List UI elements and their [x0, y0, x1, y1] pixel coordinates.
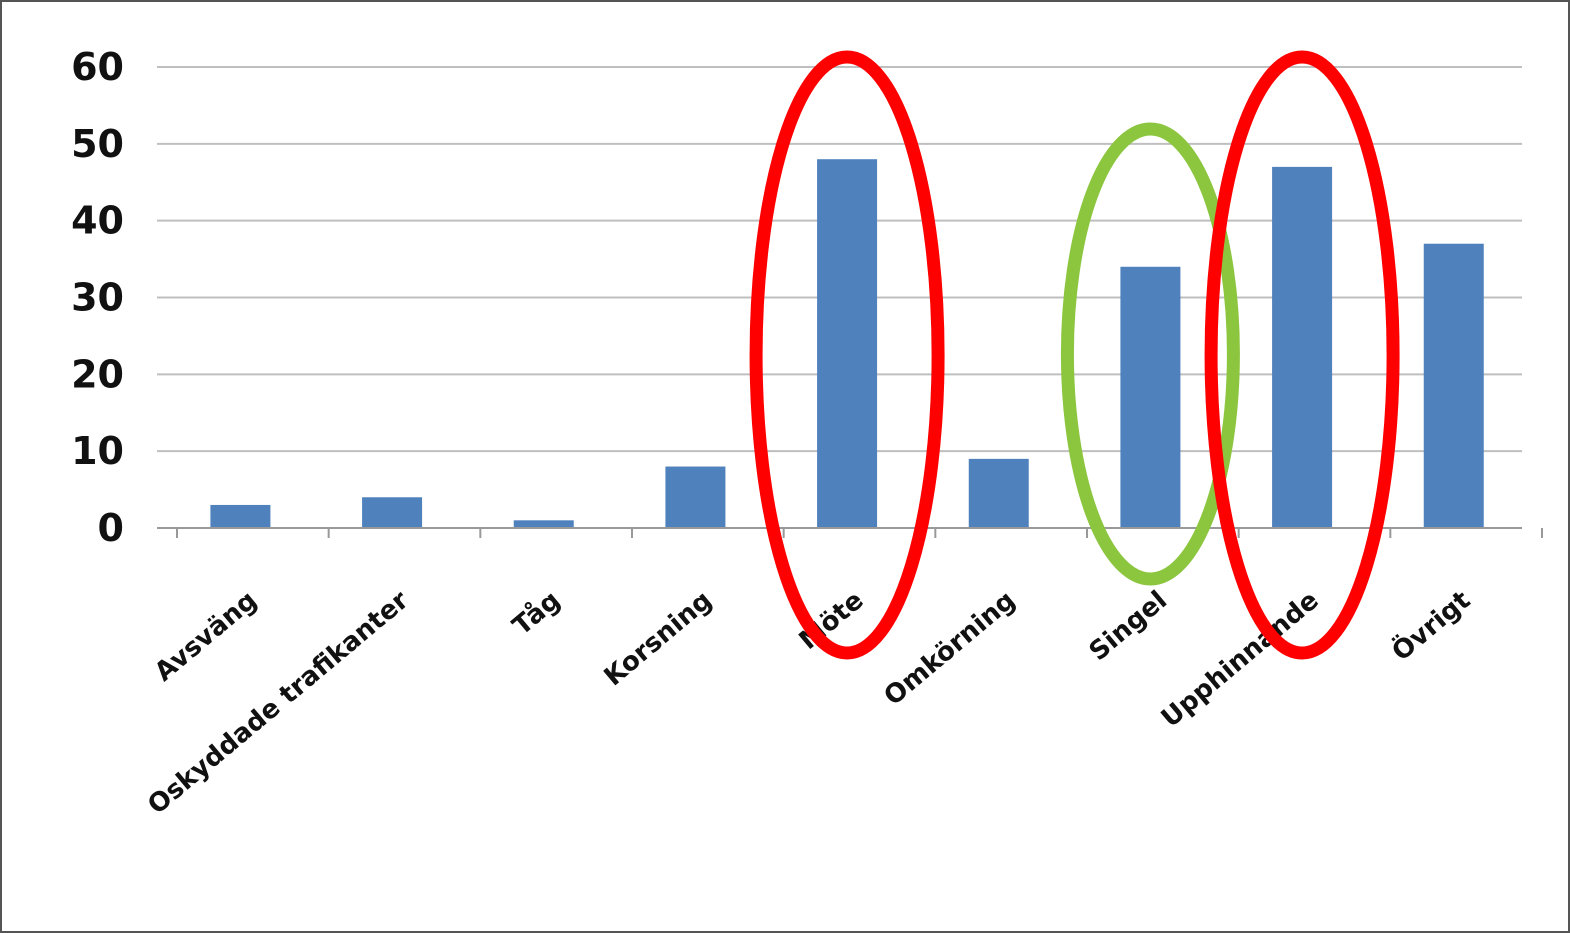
category-label: Övrigt: [1385, 583, 1477, 667]
y-tick-label: 0: [98, 506, 124, 550]
category-label: Avsväng: [149, 585, 263, 687]
category-label: Tåg: [506, 584, 566, 642]
axes: [157, 528, 1542, 538]
bar: [514, 520, 574, 528]
bar: [1424, 244, 1484, 528]
y-tick-label: 30: [71, 276, 124, 320]
y-tick-label: 20: [71, 352, 124, 396]
bar: [1272, 167, 1332, 528]
bar: [817, 159, 877, 528]
bar: [969, 459, 1029, 528]
bar: [362, 497, 422, 528]
y-tick-label: 40: [71, 199, 124, 243]
y-tick-label: 50: [71, 122, 124, 166]
bars: [210, 159, 1483, 528]
category-label: Upphinnande: [1156, 585, 1325, 733]
y-tick-label: 60: [71, 45, 124, 89]
category-label: Singel: [1084, 585, 1173, 667]
category-label: Oskyddade trafikanter: [142, 585, 414, 820]
y-tick-label: 10: [71, 429, 124, 473]
bar: [210, 505, 270, 528]
category-label: Korsning: [599, 585, 718, 692]
bar: [665, 467, 725, 528]
y-tick-labels: 0 10 20 30 40 50 60: [71, 45, 124, 550]
bar: [1120, 267, 1180, 528]
